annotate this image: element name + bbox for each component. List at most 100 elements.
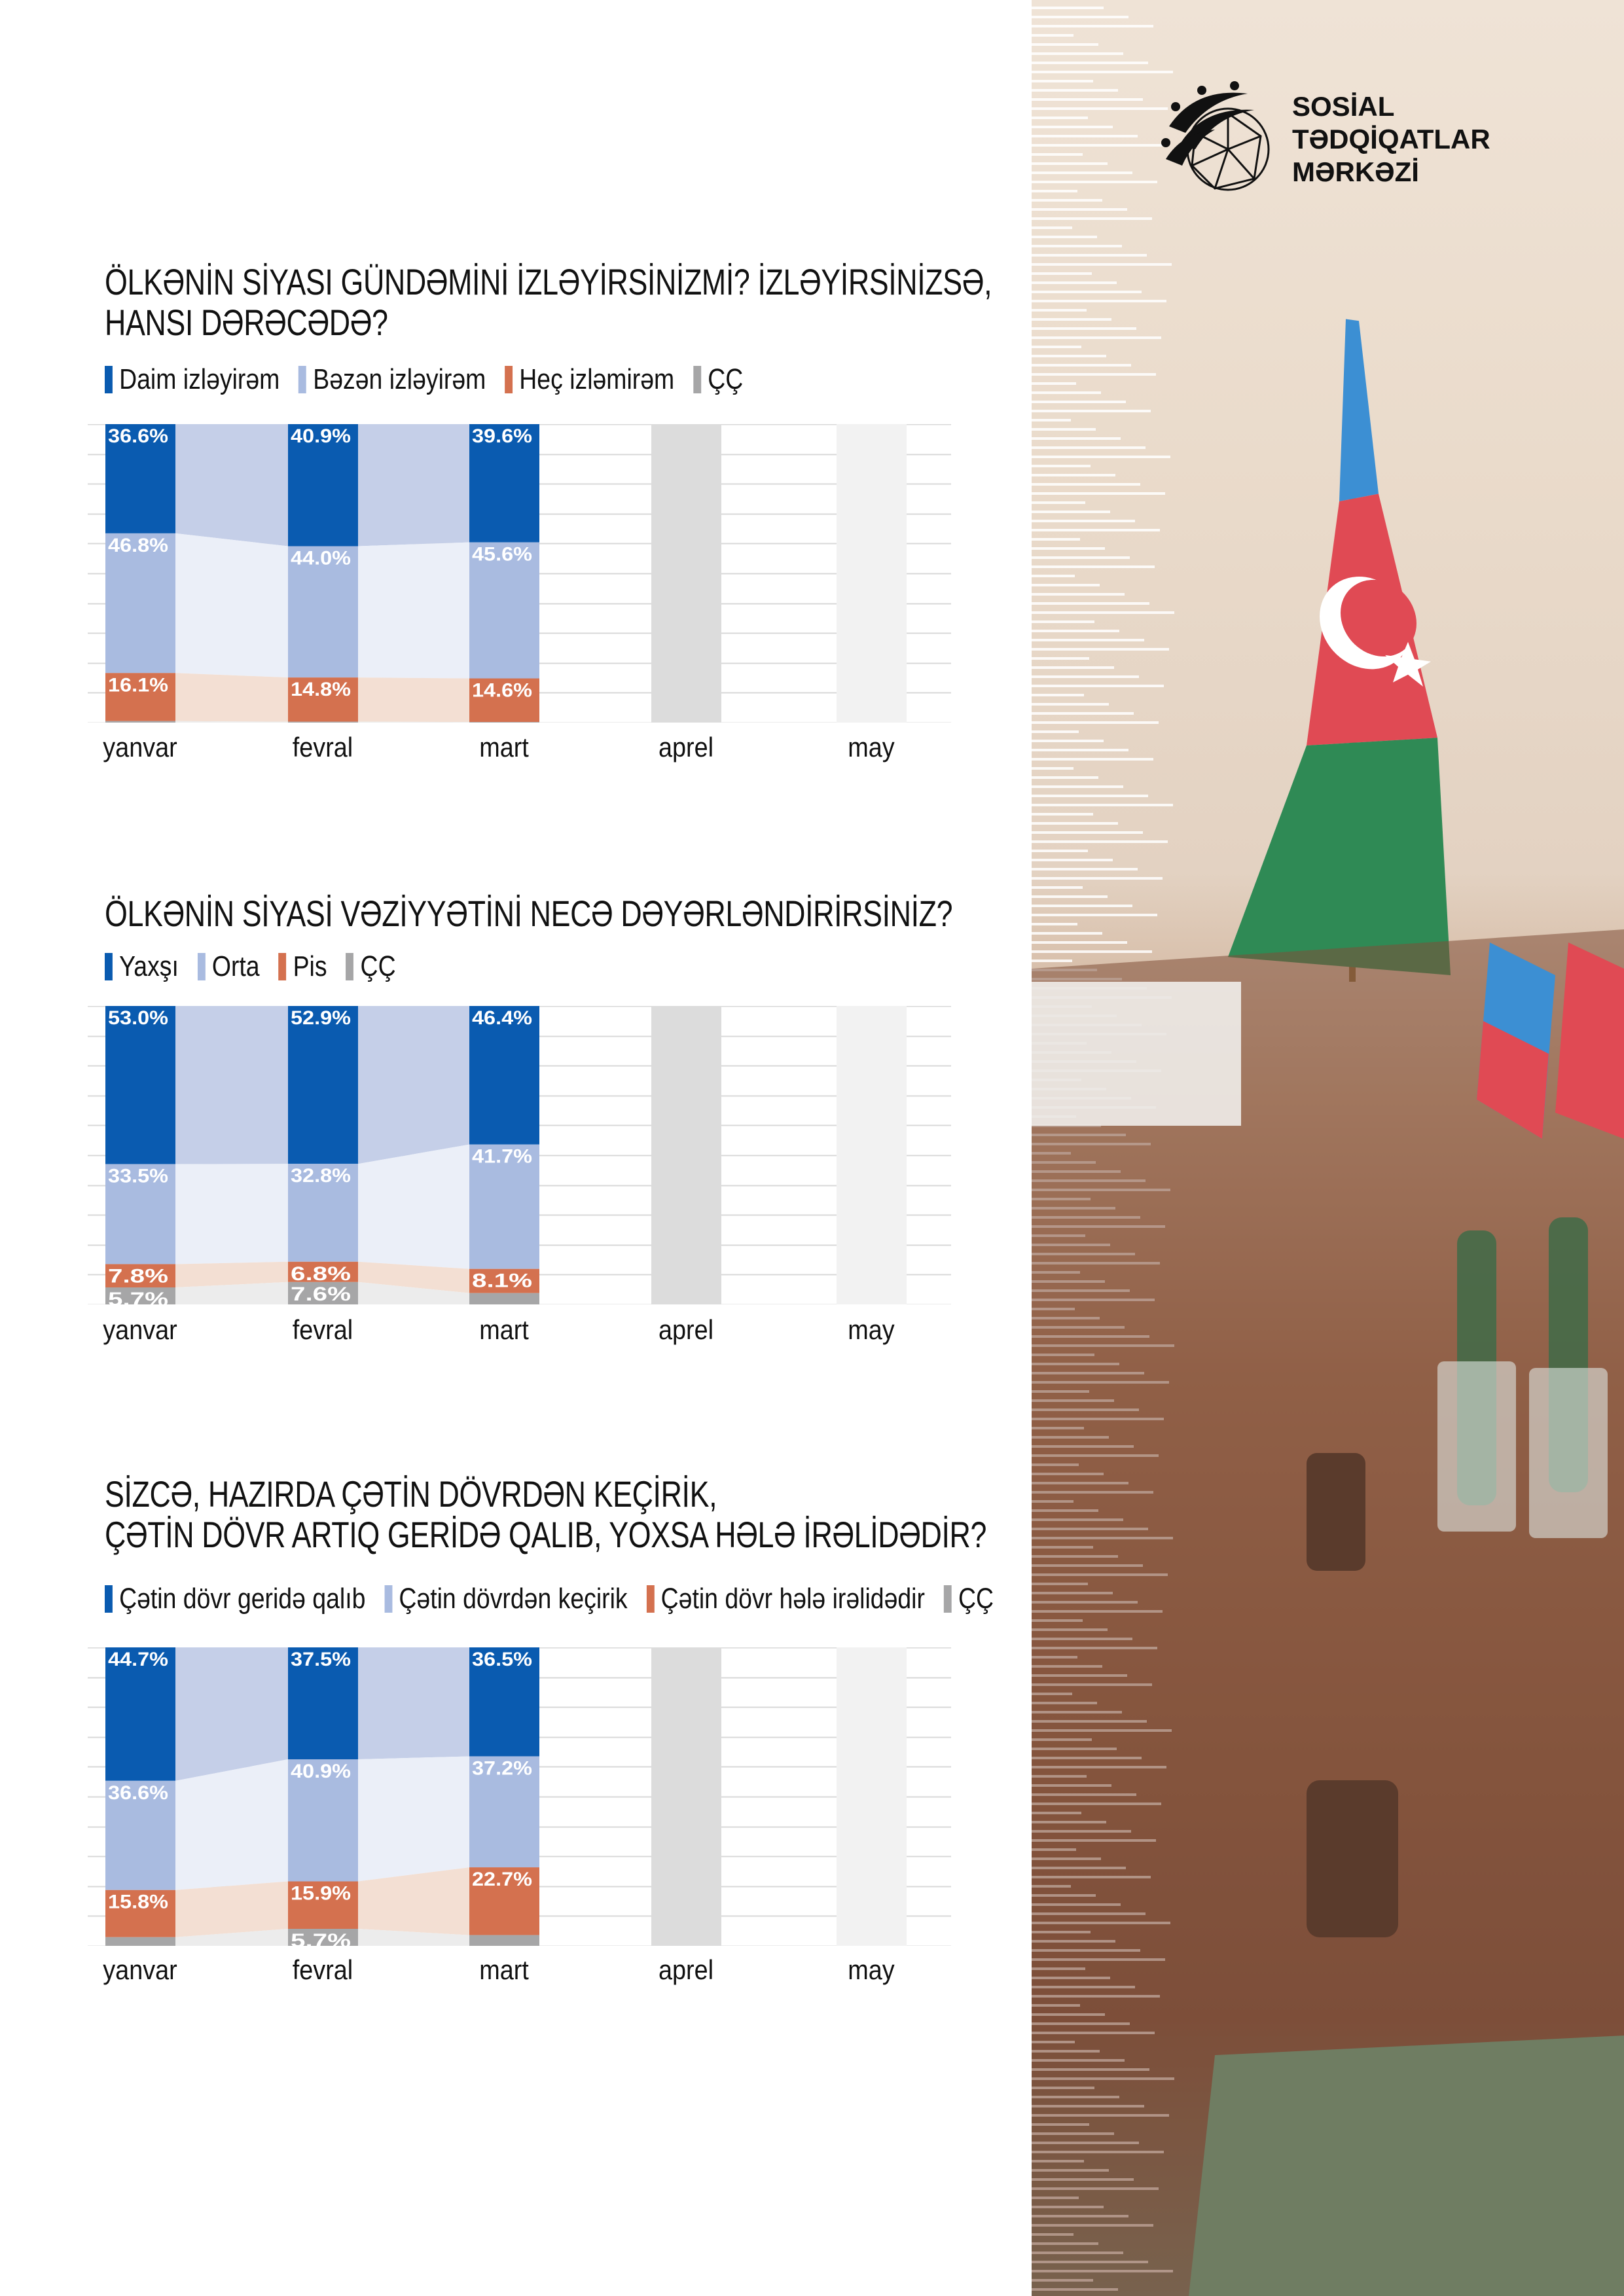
legend-label: Yaxşı — [119, 950, 179, 982]
stripe — [1032, 877, 1163, 880]
bar-segment — [105, 1164, 175, 1265]
data-label: 14.6% — [472, 680, 532, 702]
stripe — [1032, 437, 1121, 440]
chart-2-title: ÖLKƏNİN SİYASİ VƏZİYYƏTİNİ NECƏ DƏYƏRLƏN… — [105, 893, 953, 934]
connector-band — [358, 424, 469, 547]
x-tick-label: may — [848, 1954, 895, 1985]
data-label: 15.8% — [108, 1892, 168, 1913]
chart-1-title-line-2: HANSI DƏRƏCƏDƏ? — [105, 302, 388, 343]
bar-segment — [469, 424, 539, 543]
connector-band — [358, 1756, 469, 1882]
data-label: 22.7% — [472, 1869, 532, 1890]
connector-band — [175, 1006, 288, 1164]
connector-band — [358, 721, 469, 723]
stripe — [1032, 758, 1153, 761]
stripe — [1032, 254, 1147, 257]
chart-1-title: ÖLKƏNİN SİYASI GÜNDƏMİNİ İZLƏYİRSİNİZMİ?… — [105, 262, 992, 343]
stripe — [1032, 950, 1152, 953]
connector-band — [358, 677, 469, 723]
legend-item: Çətin dövrdən keçirik — [384, 1583, 628, 1615]
stripe — [1032, 868, 1138, 870]
stripe — [1032, 117, 1088, 119]
bars — [105, 1006, 907, 1304]
bar-segment — [105, 1890, 175, 1937]
stripe — [1032, 932, 1102, 935]
connector-band — [175, 721, 288, 723]
logo-line-1: SOSİAL — [1292, 91, 1395, 122]
legend-label: ÇÇ — [958, 1583, 994, 1615]
x-tick-label: mart — [479, 1954, 529, 1985]
stripe — [1032, 483, 1140, 486]
stripe — [1032, 657, 1089, 660]
stripe — [1032, 501, 1085, 504]
empty-bar-may — [837, 1006, 907, 1304]
stripe — [1032, 474, 1115, 476]
stripe — [1032, 107, 1168, 110]
stripe — [1032, 694, 1084, 696]
data-label: 36.6% — [108, 1782, 168, 1804]
connector-band — [358, 1282, 469, 1304]
connector-band — [358, 1647, 469, 1759]
stripe — [1032, 226, 1072, 229]
stripe — [1032, 785, 1123, 788]
chart-3-x-axis: yanvar fevral mart aprel may — [88, 1954, 951, 1987]
connector-band — [175, 673, 288, 722]
legend-label: Çətin dövr hələ irəlidədir — [660, 1583, 925, 1615]
stripe — [1032, 327, 1136, 330]
chart-1-x-axis: yanvar fevral mart aprel may — [88, 732, 951, 764]
stripe — [1032, 584, 1100, 586]
stripe — [1032, 639, 1144, 641]
bar-segment — [105, 533, 175, 673]
stripe — [1032, 648, 1169, 651]
laptop — [1032, 982, 1241, 1126]
logo-globe-icon — [1161, 81, 1270, 191]
stripe — [1032, 126, 1113, 128]
stripe — [1032, 611, 1174, 614]
legend-label: Orta — [211, 950, 260, 982]
connector-band — [175, 533, 288, 678]
chart-2-x-axis: yanvar fevral mart aprel may — [88, 1314, 951, 1347]
legend-label: Heç izləmirəm — [519, 363, 675, 395]
stripe — [1032, 730, 1079, 733]
data-label: 32.8% — [291, 1165, 351, 1187]
bar-segment — [469, 1268, 539, 1293]
stripe — [1032, 144, 1163, 147]
legend-item: Bəzən izləyirəm — [298, 363, 486, 396]
bar-segment — [469, 1867, 539, 1935]
chart-3-plot: 44.7% 36.6% 15.8% 37.5% 40.9% 15.9% 5.7% 36.5% 3… — [88, 1647, 951, 1946]
legend-item: Çətin dövr geridə qalıb — [105, 1583, 365, 1615]
stripe — [1032, 556, 1130, 559]
chart-1-title-line-1: ÖLKƏNİN SİYASI GÜNDƏMİNİ İZLƏYİRSİNİZMİ?… — [105, 261, 992, 302]
data-label: 33.5% — [108, 1166, 168, 1187]
stripe — [1032, 712, 1134, 715]
stripe — [1032, 410, 1151, 412]
x-tick-label: may — [848, 1314, 895, 1345]
data-label: 5.7% — [108, 1289, 168, 1304]
stripe — [1032, 675, 1139, 678]
empty-bar-may — [837, 424, 907, 723]
stripe — [1032, 666, 1114, 669]
bar-segment — [469, 1006, 539, 1145]
bar-segment — [288, 1929, 358, 1946]
data-label: 39.6% — [472, 425, 532, 447]
data-label: 7.8% — [108, 1265, 168, 1287]
connector-band — [175, 1282, 288, 1304]
data-label: 53.0% — [108, 1007, 168, 1029]
legend-item: ÇÇ — [346, 950, 396, 983]
bar-segment — [469, 678, 539, 723]
connector-band — [175, 1881, 288, 1937]
bar-segment — [105, 1937, 175, 1946]
data-label: 36.5% — [472, 1649, 532, 1670]
stripe — [1032, 840, 1168, 843]
chart-3-legend: Çətin dövr geridə qalıb Çətin dövrdən ke… — [105, 1583, 994, 1615]
connector-band — [175, 424, 288, 547]
connector-band — [175, 1929, 288, 1946]
stripe — [1032, 171, 1132, 174]
empty-bar-aprel — [651, 1647, 721, 1946]
data-labels: 53.0% 33.5% 7.8% 5.7% 52.9% 32.8% 6.8%7.6% 46.4… — [108, 1007, 532, 1304]
data-labels: 44.7% 36.6% 15.8% 37.5% 40.9% 15.9% 5.7% 36.5% 3… — [108, 1649, 532, 1946]
data-label: 14.8% — [291, 679, 351, 700]
stripe — [1032, 25, 1153, 27]
stripe — [1032, 492, 1165, 495]
stripe — [1032, 905, 1132, 907]
